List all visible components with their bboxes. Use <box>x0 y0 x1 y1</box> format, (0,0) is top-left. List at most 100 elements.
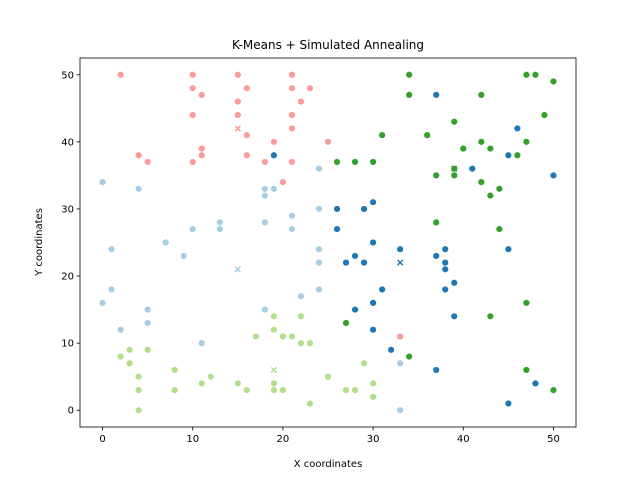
data-point-cluster-3-11 <box>144 346 151 353</box>
data-point-cluster-1-7 <box>288 85 296 92</box>
data-point-cluster-3-17 <box>324 373 332 380</box>
data-point-cluster-2-28 <box>397 360 404 367</box>
plot-area <box>99 71 557 414</box>
data-point-cluster-4-24 <box>369 299 377 306</box>
data-point-cluster-3-31 <box>135 407 142 414</box>
x-tick-label: 50 <box>547 434 560 445</box>
data-point-cluster-4-26 <box>451 313 458 320</box>
data-point-cluster-5-9 <box>379 132 386 139</box>
data-point-cluster-1-26 <box>189 158 196 166</box>
data-point-cluster-5-16 <box>333 158 341 166</box>
data-point-cluster-3-26 <box>279 387 287 394</box>
data-point-cluster-2-7 <box>315 205 323 213</box>
data-point-cluster-4-12 <box>397 246 404 253</box>
data-point-cluster-3-3 <box>270 326 277 333</box>
data-point-cluster-1-5 <box>189 85 196 92</box>
data-point-cluster-2-6 <box>315 165 323 172</box>
data-point-cluster-1-2 <box>189 71 196 78</box>
data-point-cluster-4-1 <box>270 152 277 159</box>
data-point-cluster-2-14 <box>162 239 169 246</box>
data-point-cluster-4-21 <box>379 286 386 293</box>
data-point-cluster-2-15 <box>108 246 115 253</box>
x-tick-label: 20 <box>277 434 290 445</box>
data-point-cluster-1-20 <box>198 145 205 152</box>
data-point-cluster-2-27 <box>198 340 205 347</box>
plot-frame <box>79 57 577 428</box>
centroid-marker-cluster-1 <box>234 125 241 132</box>
x-tick-label: 30 <box>367 434 380 445</box>
data-point-cluster-2-10 <box>261 219 268 226</box>
data-point-cluster-3-4 <box>252 333 259 340</box>
data-point-cluster-3-22 <box>135 387 142 394</box>
data-point-cluster-3-8 <box>306 340 314 347</box>
x-tick-label: 0 <box>99 434 105 445</box>
data-point-cluster-5-15 <box>514 152 521 159</box>
data-point-cluster-1-13 <box>234 111 241 119</box>
data-point-cluster-2-29 <box>397 407 404 414</box>
data-point-cluster-5-12 <box>523 138 530 145</box>
y-tick-label: 0 <box>68 406 74 417</box>
data-point-cluster-2-23 <box>144 306 151 313</box>
data-point-cluster-1-23 <box>261 158 268 166</box>
data-point-cluster-4-18 <box>442 259 449 266</box>
data-point-cluster-5-5 <box>406 91 413 98</box>
data-point-cluster-3-20 <box>270 380 277 387</box>
data-point-cluster-5-29 <box>487 313 494 320</box>
data-point-cluster-3-18 <box>198 380 205 387</box>
data-point-cluster-4-27 <box>369 326 377 333</box>
data-point-cluster-4-17 <box>360 259 368 266</box>
data-point-cluster-5-32 <box>550 387 557 394</box>
data-point-cluster-4-15 <box>351 252 359 260</box>
data-point-cluster-3-2 <box>297 313 305 320</box>
centroid-marker-cluster-5 <box>451 165 458 172</box>
data-point-cluster-1-21 <box>198 152 205 159</box>
data-point-cluster-4-20 <box>505 246 512 253</box>
y-tick-label: 10 <box>61 339 74 350</box>
data-point-cluster-5-13 <box>460 145 467 152</box>
data-point-cluster-4-31 <box>505 400 512 407</box>
data-point-cluster-1-15 <box>288 125 296 132</box>
data-point-cluster-4-4 <box>505 152 512 159</box>
data-point-cluster-2-18 <box>315 259 323 266</box>
data-point-cluster-5-27 <box>523 299 530 306</box>
data-point-cluster-2-20 <box>315 286 323 293</box>
data-point-cluster-5-6 <box>478 91 485 98</box>
data-point-cluster-5-4 <box>550 78 557 85</box>
data-point-cluster-2-25 <box>144 319 151 327</box>
data-point-cluster-1-24 <box>288 158 296 166</box>
data-point-cluster-2-26 <box>117 326 124 333</box>
data-point-cluster-4-29 <box>433 366 440 374</box>
data-point-cluster-4-6 <box>550 172 557 179</box>
data-point-cluster-4-11 <box>369 239 377 246</box>
data-point-cluster-2-11 <box>216 225 223 233</box>
data-point-cluster-5-28 <box>342 319 350 327</box>
data-point-cluster-1-16 <box>243 132 250 139</box>
data-point-cluster-5-23 <box>496 185 503 192</box>
data-point-cluster-5-11 <box>478 138 485 145</box>
data-point-cluster-2-19 <box>108 286 115 293</box>
data-point-cluster-5-30 <box>406 353 413 360</box>
x-axis-label: X coordinates <box>294 459 363 470</box>
data-point-cluster-1-25 <box>144 158 151 166</box>
data-point-cluster-1-11 <box>297 98 305 105</box>
data-point-cluster-5-20 <box>451 172 458 179</box>
data-point-cluster-3-29 <box>369 393 377 400</box>
data-point-cluster-5-7 <box>541 111 548 119</box>
chart-title: K-Means + Simulated Annealing <box>232 38 424 52</box>
data-point-cluster-4-2 <box>433 91 440 98</box>
data-point-cluster-2-17 <box>180 252 187 260</box>
data-point-cluster-4-3 <box>514 125 521 132</box>
data-point-cluster-5-8 <box>451 118 458 125</box>
data-point-cluster-3-7 <box>297 340 305 347</box>
data-point-cluster-3-10 <box>126 346 133 353</box>
data-point-cluster-5-3 <box>532 71 539 78</box>
data-point-cluster-3-6 <box>288 333 296 340</box>
data-point-cluster-2-12 <box>189 225 196 233</box>
data-point-cluster-3-24 <box>243 387 250 394</box>
data-point-cluster-3-15 <box>135 373 142 380</box>
y-axis: 0 10 20 30 40 50 <box>61 70 80 417</box>
data-point-cluster-1-14 <box>288 111 296 119</box>
data-point-cluster-4-25 <box>351 306 359 313</box>
data-point-cluster-5-18 <box>369 158 377 166</box>
y-tick-label: 50 <box>61 70 74 81</box>
